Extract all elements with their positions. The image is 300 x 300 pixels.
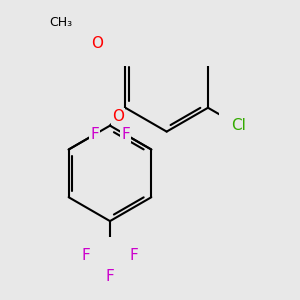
Text: F: F [90,127,99,142]
Text: F: F [121,127,130,142]
Text: O: O [112,109,124,124]
Text: F: F [82,248,91,263]
Text: O: O [91,36,103,51]
Text: Cl: Cl [232,118,246,133]
Text: F: F [130,248,138,263]
Text: CH₃: CH₃ [49,16,72,29]
Text: F: F [106,269,114,284]
